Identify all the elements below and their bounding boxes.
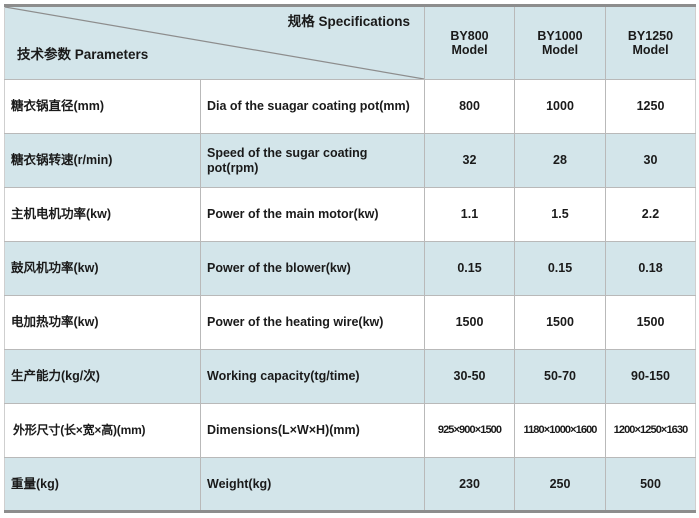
header-parameters-label: 技术参数 Parameters	[17, 47, 149, 63]
parameter-name-cn: 主机电机功率(kw)	[4, 187, 201, 242]
parameter-name-en: Power of the blower(kw)	[200, 241, 425, 296]
value-by1250: 1250	[605, 79, 696, 134]
parameter-name-cn: 外形尺寸(长×宽×高)(mm)	[4, 403, 201, 458]
table-row: 鼓风机功率(kw) Power of the blower(kw) 0.15 0…	[4, 241, 696, 296]
parameter-name-en: Dimensions(L×W×H)(mm)	[200, 403, 425, 458]
header-model-by800: BY800 Model	[424, 4, 515, 80]
value-by800: 230	[424, 457, 515, 513]
header-specifications-label: 规格 Specifications	[287, 14, 410, 29]
model-name-by1000: BY1000	[537, 28, 583, 43]
table-header-row: 规格 Specifications 技术参数 Parameters BY800 …	[4, 4, 696, 80]
parameter-name-cn: 电加热功率(kw)	[4, 295, 201, 350]
value-by1250: 30	[605, 133, 696, 188]
value-by800: 925×900×1500	[424, 403, 515, 458]
table-row: 重量(kg) Weight(kg) 230 250 500	[4, 457, 696, 513]
diagonal-split-line	[5, 7, 424, 79]
parameter-name-en: Speed of the sugar coating pot(rpm)	[200, 133, 425, 188]
value-by1250: 1200×1250×1630	[605, 403, 696, 458]
table-row: 生产能力(kg/次) Working capacity(tg/time) 30-…	[4, 349, 696, 404]
model-name-by800: BY800	[450, 28, 489, 43]
table-row: 糖衣锅直径(mm) Dia of the suagar coating pot(…	[4, 79, 696, 134]
value-by800: 1.1	[424, 187, 515, 242]
parameter-name-cn: 糖衣锅直径(mm)	[4, 79, 201, 134]
value-by800: 1500	[424, 295, 515, 350]
value-by800: 800	[424, 79, 515, 134]
header-model-by1000: BY1000 Model	[514, 4, 606, 80]
parameter-name-en: Weight(kg)	[200, 457, 425, 513]
value-by1000: 1180×1000×1600	[514, 403, 606, 458]
value-by1250: 1500	[605, 295, 696, 350]
value-by1000: 1500	[514, 295, 606, 350]
table-row: 外形尺寸(长×宽×高)(mm) Dimensions(L×W×H)(mm) 92…	[4, 403, 696, 458]
value-by1000: 0.15	[514, 241, 606, 296]
value-by800: 0.15	[424, 241, 515, 296]
value-by1000: 50-70	[514, 349, 606, 404]
table-body: 规格 Specifications 技术参数 Parameters BY800 …	[4, 4, 696, 513]
header-model-by1250: BY1250 Model	[605, 4, 696, 80]
value-by800: 32	[424, 133, 515, 188]
value-by1000: 1.5	[514, 187, 606, 242]
value-by1000: 250	[514, 457, 606, 513]
table-row: 电加热功率(kw) Power of the heating wire(kw) …	[4, 295, 696, 350]
value-by1250: 0.18	[605, 241, 696, 296]
parameter-name-cn: 重量(kg)	[4, 457, 201, 513]
specifications-table: 规格 Specifications 技术参数 Parameters BY800 …	[4, 4, 696, 513]
table-row: 糖衣锅转速(r/min) Speed of the sugar coating …	[4, 133, 696, 188]
parameter-name-en: Dia of the suagar coating pot(mm)	[200, 79, 425, 134]
model-word-by800: Model	[451, 43, 488, 57]
header-corner-cell: 规格 Specifications 技术参数 Parameters	[4, 4, 425, 80]
parameter-name-cn: 鼓风机功率(kw)	[4, 241, 201, 296]
model-name-by1250: BY1250	[627, 28, 674, 43]
parameter-name-en: Power of the main motor(kw)	[200, 187, 425, 242]
model-word-by1000: Model	[541, 43, 579, 57]
value-by800: 30-50	[424, 349, 515, 404]
value-by1250: 90-150	[605, 349, 696, 404]
value-by1250: 500	[605, 457, 696, 513]
specifications-sheet: 规格 Specifications 技术参数 Parameters BY800 …	[0, 4, 699, 518]
parameter-name-cn: 生产能力(kg/次)	[4, 349, 201, 404]
value-by1000: 28	[514, 133, 606, 188]
value-by1250: 2.2	[605, 187, 696, 242]
value-by1000: 1000	[514, 79, 606, 134]
model-word-by1250: Model	[632, 43, 669, 57]
parameter-name-en: Power of the heating wire(kw)	[200, 295, 425, 350]
table-row: 主机电机功率(kw) Power of the main motor(kw) 1…	[4, 187, 696, 242]
parameter-name-cn: 糖衣锅转速(r/min)	[4, 133, 201, 188]
parameter-name-en: Working capacity(tg/time)	[200, 349, 425, 404]
